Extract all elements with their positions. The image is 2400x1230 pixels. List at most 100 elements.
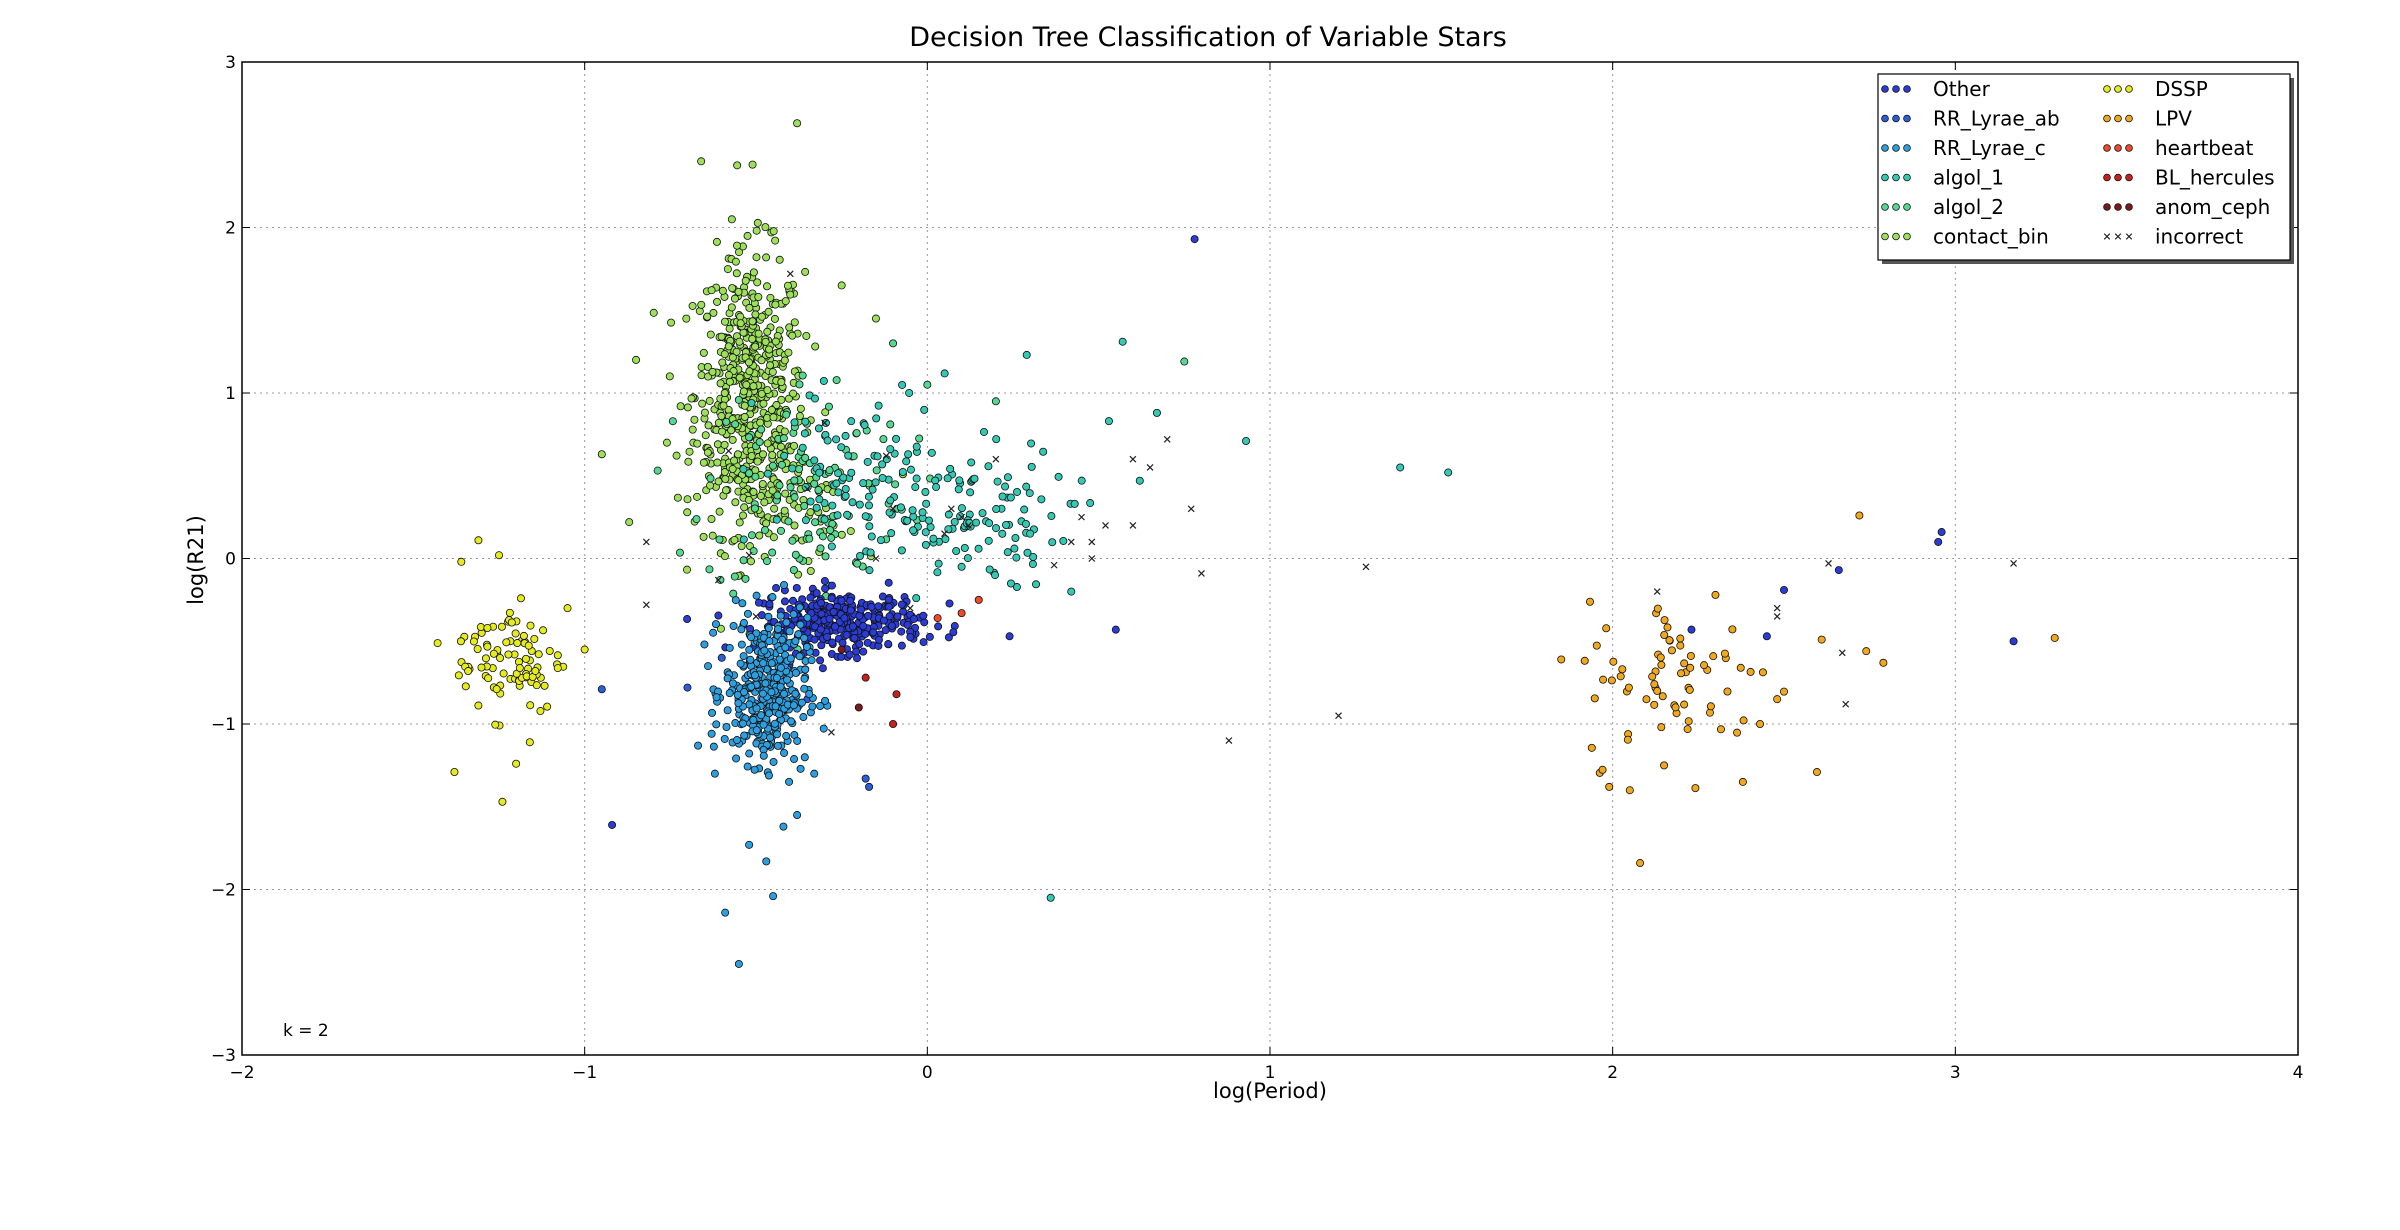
point-contact_bin [748,334,757,343]
point-contact_bin [730,535,739,544]
point-anom_ceph [854,703,863,712]
x-tick-label: 0 [922,1063,933,1083]
point-other [608,820,617,829]
x-tick-label: 2 [1607,1063,1618,1083]
legend-marker-stroke [2125,233,2133,240]
point-lpv [1733,728,1742,737]
point-rr_lyrae_c [764,771,773,780]
legend-marker [1892,114,1900,123]
point-contact_bin [724,342,733,351]
point-algol_1 [1001,482,1010,491]
point-rr_lyrae_c [758,689,767,698]
point-algol_2 [675,548,684,557]
point-dssp [492,685,501,694]
point-contact_bin [801,267,810,276]
point-algol_2 [832,376,841,385]
incorrect-marker-stroke [1187,505,1195,513]
point-contact_bin [768,486,777,495]
point-algol_1 [921,528,930,537]
point-rr_lyrae_c [743,762,752,771]
legend-entry: anom_ceph [2103,195,2270,219]
point-lpv [1680,700,1689,709]
incorrect-marker [1825,560,1832,567]
point-rr_lyrae_c [776,611,785,620]
point-contact_bin [763,386,772,395]
point-algol_1 [837,443,846,452]
point-other [885,612,894,621]
point-lpv [1691,784,1700,793]
point-algol_1 [878,473,887,482]
point-rr_lyrae_c [745,645,754,654]
point-contact_bin [733,241,742,250]
point-other [754,598,763,607]
incorrect-marker [1088,555,1096,562]
point-contact_bin [771,337,780,346]
point-other [788,596,797,605]
point-algol_1 [940,369,949,378]
point-algol_1 [856,552,865,561]
point-algol_1 [874,401,883,410]
point-algol_1 [1054,472,1063,481]
point-lpv [1636,859,1645,868]
point-rr_lyrae_c [800,634,809,643]
point-algol_2 [853,559,862,568]
point-dssp [483,624,492,633]
incorrect-marker-stroke [1163,435,1171,443]
point-dssp [498,797,507,806]
point-algol_2 [668,417,677,426]
legend-entry: LPV [2103,107,2192,131]
point-other [861,629,870,638]
point-lpv [1657,660,1666,669]
point-dssp [461,682,470,691]
point-algol_2 [886,420,895,429]
point-algol_1 [866,548,875,557]
point-lpv [1657,723,1666,732]
incorrect-marker-stroke [1088,538,1096,546]
point-algol_2 [891,480,900,489]
y-tick-label: 2 [225,219,236,239]
point-dssp [464,667,473,676]
point-algol_1 [985,565,994,574]
point-algol_1 [1023,548,1032,557]
point-algol_1 [1011,534,1020,543]
point-other [845,650,854,659]
point-rr_lyrae_c [712,720,721,729]
point-algol_1 [815,495,824,504]
point-rr_lyrae_c [745,749,754,758]
point-rr_lyrae_c [790,755,799,764]
point-algol_2 [798,371,807,380]
point-contact_bin [751,342,760,351]
point-algol_1 [855,500,864,509]
point-contact_bin [755,531,764,540]
point-algol_1 [892,434,901,443]
point-other [897,641,906,650]
point-contact_bin [790,318,799,327]
point-rr_lyrae_c [721,908,730,917]
point-algol_1 [955,476,964,485]
legend-label: contact_bin [1933,225,2049,249]
point-rr_lyrae_c [732,736,741,745]
incorrect-marker-stroke [1129,521,1137,529]
incorrect-marker-stroke [752,613,760,620]
point-contact_bin [790,521,799,530]
point-rr_lyrae_c [802,642,811,651]
incorrect-marker [725,447,733,455]
legend-marker [1892,173,1900,182]
point-other [714,611,723,620]
point-lpv [1592,641,1601,650]
point-contact_bin [733,161,742,170]
point-contact_bin [730,294,739,303]
point-rr_lyrae_c [785,627,794,636]
point-algol_2 [776,526,785,535]
point-other [1762,632,1771,641]
y-tick-label: 0 [225,550,236,570]
point-algol_1 [1067,587,1076,596]
point-lpv [1686,663,1695,672]
point-lpv [1720,649,1729,658]
point-algol_1 [912,594,921,603]
point-rr_lyrae_c [767,688,776,697]
point-heartbeat [974,595,983,604]
point-rr_lyrae_c [764,624,773,633]
point-contact_bin [715,507,724,516]
y-tick-label: 3 [225,53,236,73]
